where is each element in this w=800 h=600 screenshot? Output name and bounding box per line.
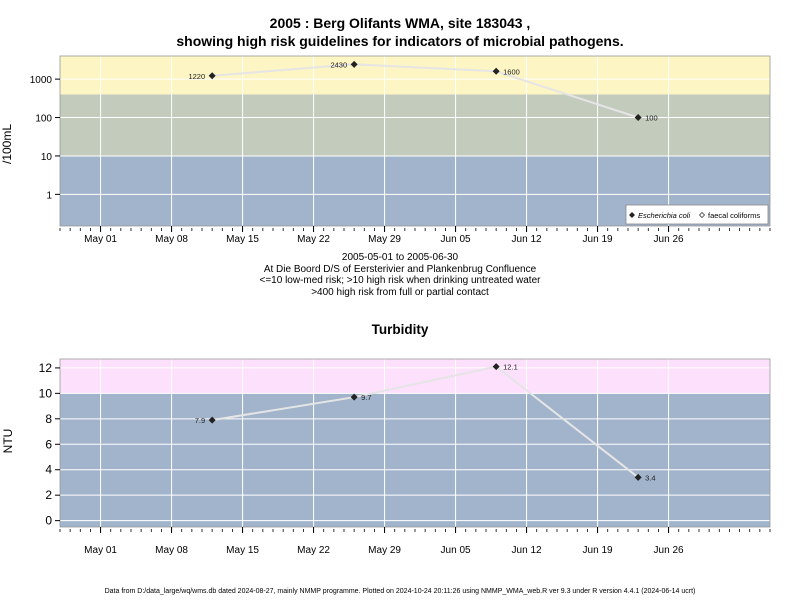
data-point: [492, 67, 500, 75]
series-line: [212, 63, 639, 119]
data-label: 100: [645, 114, 658, 123]
y-tick-label: 10: [39, 386, 53, 400]
legend-box: [625, 204, 769, 225]
data-point: [492, 363, 500, 371]
x-tick-label: May 01: [84, 234, 117, 245]
y-tick-label: 1000: [30, 75, 53, 86]
y-tick-label: 4: [45, 463, 52, 477]
y-tick-label: 10: [41, 152, 53, 163]
risk-band-2: [60, 56, 770, 95]
y-tick-label: 2: [45, 488, 52, 502]
x-tick-label: Jun 05: [441, 234, 471, 245]
y-tick-label: 0: [45, 514, 52, 528]
y-axis-label-turbidity: NTU: [1, 428, 15, 454]
data-point: [350, 393, 358, 401]
y-axis-label-microbial: /100mL: [0, 123, 14, 165]
x-tick-label: Jun 26: [654, 545, 684, 556]
x-tick-label: May 29: [368, 545, 401, 556]
chart-title-line-1: 2005 : Berg Olifants WMA, site 183043 ,: [269, 15, 531, 31]
x-tick-label: Jun 26: [654, 234, 684, 245]
data-label: 2430: [330, 60, 347, 69]
y-tick-label: 8: [45, 412, 52, 426]
y-tick-label: 1: [46, 190, 52, 201]
data-label: 9.7: [361, 393, 371, 402]
plot-frame: [59, 358, 771, 528]
plot-frame: [59, 55, 771, 227]
legend-marker-open: [699, 212, 705, 218]
chart-subtitle-info: 2005-05-01 to 2005-06-30 At Die Boord D/…: [0, 252, 800, 298]
data-point: [634, 473, 642, 481]
risk-band-1: [60, 94, 770, 156]
series-line: [211, 365, 639, 479]
info-line-risk-contact: >400 high risk from full or partial cont…: [311, 286, 489, 298]
x-tick-label: May 08: [155, 545, 188, 556]
data-point: [208, 72, 216, 80]
data-label: 12.1: [503, 363, 518, 372]
plot-area-turbidity: 0 2 4 6 8 10 12 May 01 May 08 May 15 May 22 May 29 J…: [39, 358, 771, 556]
x-tick-label: Jun 19: [583, 545, 613, 556]
x-tick-label: Jun 12: [512, 234, 542, 245]
data-label: 1600: [503, 67, 520, 76]
x-tick-label: Jun 05: [441, 545, 471, 556]
chart-title: 2005 : Berg Olifants WMA, site 183043 , …: [0, 14, 800, 50]
x-tick-label: May 22: [297, 234, 330, 245]
info-line-date-range: 2005-05-01 to 2005-06-30: [341, 252, 459, 263]
plot-area-microbial: 1 10 100 1000 May 01 May 08 May 15 May 22 May 29…: [30, 55, 771, 245]
x-tick-label: May 15: [226, 545, 259, 556]
x-tick-label: May 15: [226, 234, 259, 245]
legend-marker-filled: [629, 212, 635, 218]
legend-label: faecal coliforms: [708, 211, 760, 220]
x-tick-label: May 08: [155, 234, 188, 245]
y-tick-label: 6: [45, 437, 52, 451]
x-tick-label: May 01: [84, 545, 117, 556]
data-point: [208, 416, 216, 424]
legend-label: Escherichia coli: [638, 211, 690, 220]
x-tick-label: Jun 12: [512, 545, 542, 556]
y-tick-label: 12: [39, 361, 53, 375]
chart-title-line-2: showing high risk guidelines for indicat…: [176, 33, 624, 49]
info-line-risk-drinking: <=10 low-med risk; >10 high risk when dr…: [259, 275, 541, 286]
data-label: 1220: [188, 72, 205, 81]
turbidity-chart-title: Turbidity: [371, 322, 429, 337]
data-point: [634, 114, 642, 122]
data-label: 7.9: [195, 416, 205, 425]
x-tick-label: Jun 19: [583, 234, 613, 245]
y-tick-label: 100: [35, 114, 52, 125]
x-tick-label: May 22: [297, 545, 330, 556]
x-tick-label: May 29: [368, 234, 401, 245]
risk-band-1: [60, 359, 770, 394]
legend: Escherichia coli faecal coliforms: [625, 204, 769, 225]
info-line-site: At Die Boord D/S of Eersterivier and Pla…: [263, 263, 537, 275]
footer-note: Data from D:/data_large/wq/wms.db dated …: [104, 588, 696, 595]
risk-band-0: [60, 393, 770, 527]
data-point: [350, 60, 358, 68]
data-label: 3.4: [645, 473, 655, 482]
